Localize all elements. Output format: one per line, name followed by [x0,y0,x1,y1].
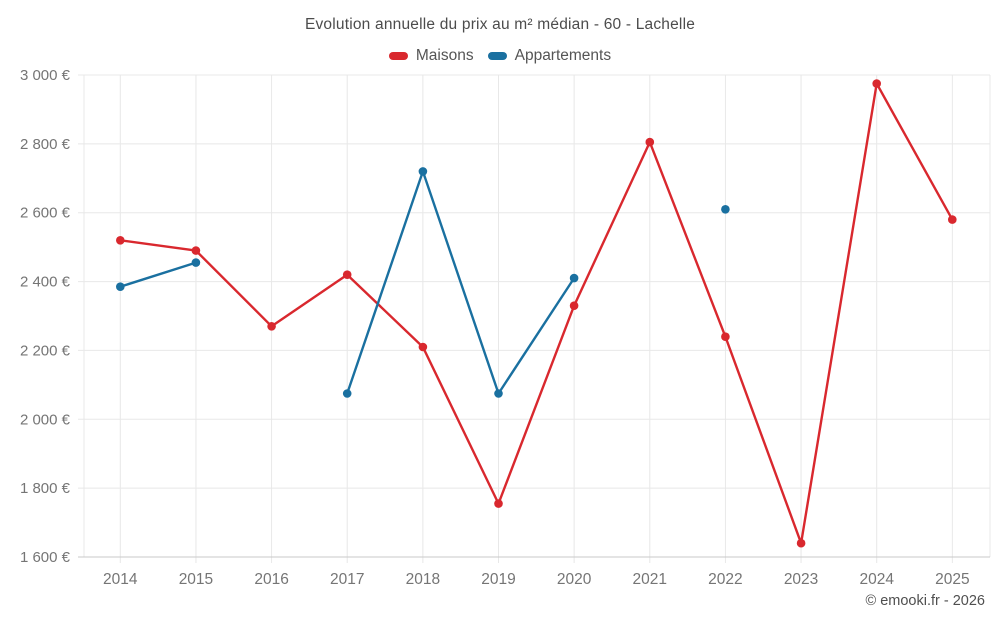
data-point-appartements-2017[interactable] [342,389,352,398]
x-axis-tick-label: 2024 [859,571,894,588]
y-axis-tick-label: 2 200 € [20,342,71,359]
legend-label-appartements: Appartements [514,47,612,64]
y-axis-tick-label: 1 600 € [20,549,71,566]
y-axis-tick-label: 2 000 € [20,411,71,428]
data-point-appartements-2014[interactable] [116,282,125,292]
data-point-appartements-2019[interactable] [494,389,503,398]
y-axis-tick-label: 2 800 € [20,136,71,153]
data-point-maisons-2022[interactable] [721,332,730,342]
x-axis-tick-label: 2015 [179,571,213,588]
data-point-appartements-2022[interactable] [721,205,730,214]
x-axis-tick-label: 2022 [708,571,742,588]
copyright-watermark: © emooki.fr - 2026 [865,593,985,609]
data-point-maisons-2015[interactable] [191,246,201,255]
y-axis-tick-label: 3 000 € [20,67,71,84]
data-point-maisons-2020[interactable] [569,301,579,311]
x-axis-tick-label: 2023 [784,571,818,588]
x-axis-tick-label: 2019 [481,571,515,588]
maisons-series-swatch-icon [388,52,408,60]
appartements-series-swatch-icon [487,52,507,60]
chart-legend: Maisons Appartements [0,47,1000,65]
data-point-maisons-2018[interactable] [418,342,428,352]
legend-item-maisons[interactable]: Maisons [388,47,474,65]
data-point-maisons-2017[interactable] [342,270,352,280]
data-point-appartements-2018[interactable] [418,167,428,176]
chart-title: Evolution annuelle du prix au m² médian … [304,16,696,33]
data-point-maisons-2019[interactable] [494,499,503,508]
x-axis-tick-label: 2021 [633,571,667,588]
legend-label-maisons: Maisons [415,47,474,64]
data-point-maisons-2025[interactable] [948,215,957,224]
data-point-maisons-2016[interactable] [267,322,276,331]
data-point-maisons-2023[interactable] [796,538,806,548]
series-line-maisons [119,82,954,545]
y-axis-tick-label: 2 600 € [20,205,71,222]
x-axis-tick-label: 2020 [557,571,592,588]
x-axis-tick-label: 2018 [406,571,440,588]
y-axis-tick-label: 1 800 € [20,480,71,497]
x-axis-tick-label: 2017 [330,571,364,588]
data-point-appartements-2020[interactable] [569,273,579,283]
legend-item-appartements[interactable]: Appartements [487,47,612,65]
x-axis-tick-label: 2025 [935,571,969,588]
x-axis-tick-label: 2016 [254,571,288,588]
data-point-maisons-2021[interactable] [645,137,655,147]
data-point-appartements-2015[interactable] [191,258,201,267]
x-axis-tick-label: 2014 [103,571,138,588]
y-axis-tick-label: 2 400 € [20,274,71,291]
data-point-maisons-2024[interactable] [872,79,881,88]
data-point-maisons-2014[interactable] [116,236,125,245]
